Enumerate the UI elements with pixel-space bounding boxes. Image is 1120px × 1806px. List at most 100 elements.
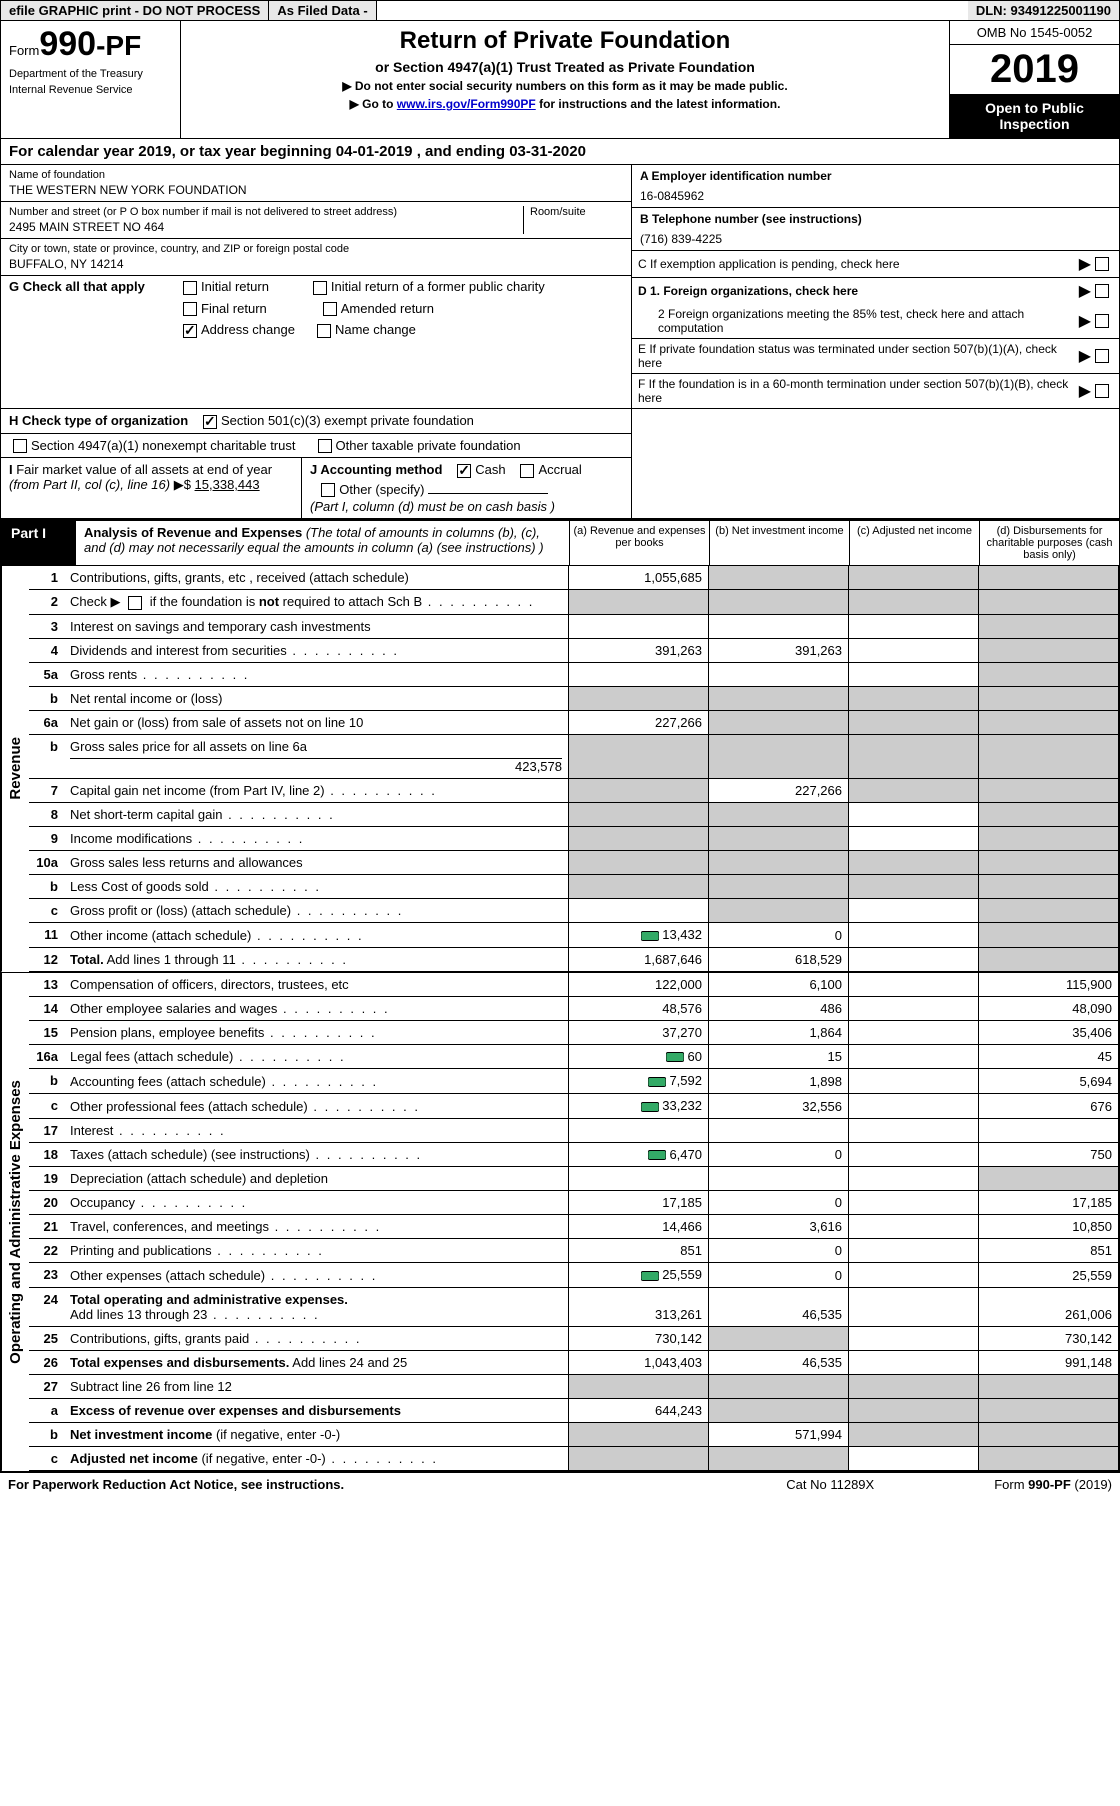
chk-c[interactable]: [1095, 257, 1109, 271]
ein-label: A Employer identification number: [640, 169, 1111, 183]
table-row: bLess Cost of goods sold: [29, 875, 1119, 899]
table-row: 4Dividends and interest from securities3…: [29, 639, 1119, 663]
col-c-header: (c) Adjusted net income: [849, 521, 979, 565]
j-label: J Accounting method: [310, 462, 442, 477]
g-label: G Check all that apply: [9, 279, 179, 295]
box-f: F If the foundation is in a 60-month ter…: [638, 377, 1079, 405]
attachment-icon[interactable]: [641, 1269, 659, 1283]
chk-f[interactable]: [1095, 384, 1109, 398]
table-row: 7Capital gain net income (from Part IV, …: [29, 779, 1119, 803]
box-d1: D 1. Foreign organizations, check here: [638, 284, 1079, 298]
part1-header: Part I Analysis of Revenue and Expenses …: [0, 519, 1120, 566]
chk-4947[interactable]: [13, 439, 27, 453]
top-bar: efile GRAPHIC print - DO NOT PROCESS As …: [0, 0, 1120, 21]
chk-other-taxable[interactable]: [318, 439, 332, 453]
chk-other-method[interactable]: [321, 483, 335, 497]
name-label: Name of foundation: [9, 169, 623, 181]
page-footer: For Paperwork Reduction Act Notice, see …: [0, 1472, 1120, 1496]
efile-label: efile GRAPHIC print - DO NOT PROCESS: [1, 1, 269, 20]
table-row: 19Depreciation (attach schedule) and dep…: [29, 1167, 1119, 1191]
chk-501c3[interactable]: [203, 415, 217, 429]
address-value: 2495 MAIN STREET NO 464: [9, 220, 523, 234]
foundation-info: Name of foundation THE WESTERN NEW YORK …: [0, 165, 1120, 409]
chk-name-change[interactable]: [317, 324, 331, 338]
form-title: Return of Private Foundation: [187, 27, 943, 55]
chk-accrual[interactable]: [520, 464, 534, 478]
expenses-table: 13Compensation of officers, directors, t…: [29, 973, 1119, 1471]
table-row: 25Contributions, gifts, grants paid730,1…: [29, 1326, 1119, 1350]
asfiled-label: As Filed Data -: [269, 1, 376, 20]
table-row: bAccounting fees (attach schedule) 7,592…: [29, 1069, 1119, 1094]
table-row: 26Total expenses and disbursements. Add …: [29, 1350, 1119, 1374]
table-row: 9Income modifications: [29, 827, 1119, 851]
tax-year: 2019: [950, 45, 1119, 94]
foundation-name: THE WESTERN NEW YORK FOUNDATION: [9, 183, 623, 197]
chk-e[interactable]: [1095, 349, 1109, 363]
attachment-icon[interactable]: [641, 929, 659, 943]
attachment-icon[interactable]: [648, 1148, 666, 1162]
note-ssn: ▶ Do not enter social security numbers o…: [187, 79, 943, 93]
table-row: 3Interest on savings and temporary cash …: [29, 615, 1119, 639]
table-row: 16aLegal fees (attach schedule) 601545: [29, 1044, 1119, 1069]
revenue-section: Revenue 1Contributions, gifts, grants, e…: [0, 566, 1120, 973]
table-row: 6aNet gain or (loss) from sale of assets…: [29, 711, 1119, 735]
table-row: 15Pension plans, employee benefits37,270…: [29, 1020, 1119, 1044]
col-a-header: (a) Revenue and expenses per books: [569, 521, 709, 565]
note-link: ▶ Go to www.irs.gov/Form990PF for instru…: [187, 97, 943, 111]
form-subtitle: or Section 4947(a)(1) Trust Treated as P…: [187, 59, 943, 75]
j-note: (Part I, column (d) must be on cash basi…: [310, 499, 623, 514]
table-row: aExcess of revenue over expenses and dis…: [29, 1398, 1119, 1422]
attachment-icon[interactable]: [641, 1100, 659, 1114]
chk-d2[interactable]: [1095, 314, 1109, 328]
table-row: 8Net short-term capital gain: [29, 803, 1119, 827]
calendar-year: For calendar year 2019, or tax year begi…: [0, 139, 1120, 165]
col-d-header: (d) Disbursements for charitable purpose…: [979, 521, 1119, 565]
table-row: 14Other employee salaries and wages48,57…: [29, 996, 1119, 1020]
table-row: 10aGross sales less returns and allowanc…: [29, 851, 1119, 875]
phone-value: (716) 839-4225: [640, 232, 1111, 246]
city-label: City or town, state or province, country…: [9, 243, 623, 255]
city-value: BUFFALO, NY 14214: [9, 257, 623, 271]
revenue-label: Revenue: [1, 566, 29, 972]
form-ref: Form 990-PF (2019): [994, 1477, 1112, 1492]
table-row: 23Other expenses (attach schedule) 25,55…: [29, 1263, 1119, 1288]
box-c: C If exemption application is pending, c…: [638, 257, 1079, 271]
chk-initial-former[interactable]: [313, 281, 327, 295]
chk-final[interactable]: [183, 302, 197, 316]
table-row: bNet rental income or (loss): [29, 687, 1119, 711]
attachment-icon[interactable]: [648, 1075, 666, 1089]
table-row: 11Other income (attach schedule) 13,4320: [29, 923, 1119, 948]
ein-value: 16-0845962: [640, 189, 1111, 203]
chk-address-change[interactable]: [183, 324, 197, 338]
table-row: 1Contributions, gifts, grants, etc , rec…: [29, 566, 1119, 590]
table-row: bGross sales price for all assets on lin…: [29, 735, 1119, 779]
chk-schb[interactable]: [128, 596, 142, 610]
part1-title: Analysis of Revenue and Expenses: [84, 525, 302, 540]
attachment-icon[interactable]: [666, 1050, 684, 1064]
table-row: 18Taxes (attach schedule) (see instructi…: [29, 1142, 1119, 1167]
table-row: 24Total operating and administrative exp…: [29, 1287, 1119, 1326]
table-row: 20Occupancy17,185017,185: [29, 1191, 1119, 1215]
chk-amended[interactable]: [323, 302, 337, 316]
dept-irs: Internal Revenue Service: [9, 84, 172, 96]
table-row: 12Total. Add lines 1 through 111,687,646…: [29, 947, 1119, 971]
table-row: 22Printing and publications8510851: [29, 1239, 1119, 1263]
h-section: H Check type of organization Section 501…: [0, 409, 1120, 519]
form-header: Form990-PF Department of the Treasury In…: [0, 21, 1120, 139]
table-row: 21Travel, conferences, and meetings14,46…: [29, 1215, 1119, 1239]
table-row: bNet investment income (if negative, ent…: [29, 1422, 1119, 1446]
part1-label: Part I: [1, 521, 76, 565]
table-row: 27Subtract line 26 from line 12: [29, 1374, 1119, 1398]
table-row: 13Compensation of officers, directors, t…: [29, 973, 1119, 997]
table-row: cGross profit or (loss) (attach schedule…: [29, 899, 1119, 923]
expenses-label: Operating and Administrative Expenses: [1, 973, 29, 1471]
chk-d1[interactable]: [1095, 284, 1109, 298]
open-inspection: Open to Public Inspection: [950, 94, 1119, 138]
irs-link[interactable]: www.irs.gov/Form990PF: [397, 97, 536, 111]
phone-label: B Telephone number (see instructions): [640, 212, 1111, 226]
chk-cash[interactable]: [457, 464, 471, 478]
box-e: E If private foundation status was termi…: [638, 342, 1079, 370]
table-row: cOther professional fees (attach schedul…: [29, 1093, 1119, 1118]
paperwork-notice: For Paperwork Reduction Act Notice, see …: [8, 1477, 344, 1492]
chk-initial[interactable]: [183, 281, 197, 295]
